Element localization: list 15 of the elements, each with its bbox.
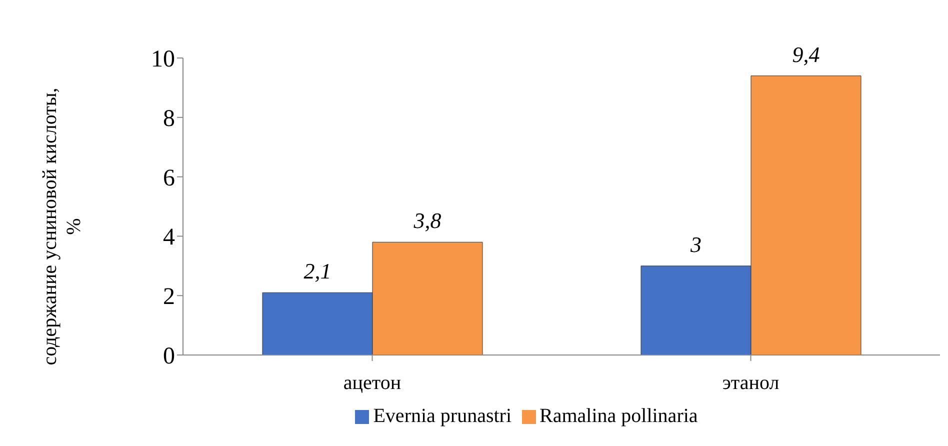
x-tick-label: этанол: [722, 372, 780, 394]
legend-label: Evernia prunastri: [373, 405, 512, 427]
legend-label: Ramalina pollinaria: [540, 405, 698, 427]
data-label: 3: [689, 232, 702, 257]
y-tick-label: 0: [163, 344, 175, 370]
y-tick-label: 2: [163, 284, 175, 310]
x-tick-label: ацетон: [343, 372, 402, 394]
data-label: 3,8: [412, 208, 442, 234]
y-tick-label: 4: [163, 224, 175, 251]
y-axis-title: содержание усниновой кислоты, %: [39, 88, 85, 366]
y-tick-label: 6: [163, 165, 175, 192]
data-label: 2,1: [304, 258, 332, 284]
data-label: 9,4: [792, 42, 820, 67]
y-tick-label: 10: [151, 46, 175, 73]
y-tick-label: 8: [163, 106, 175, 132]
